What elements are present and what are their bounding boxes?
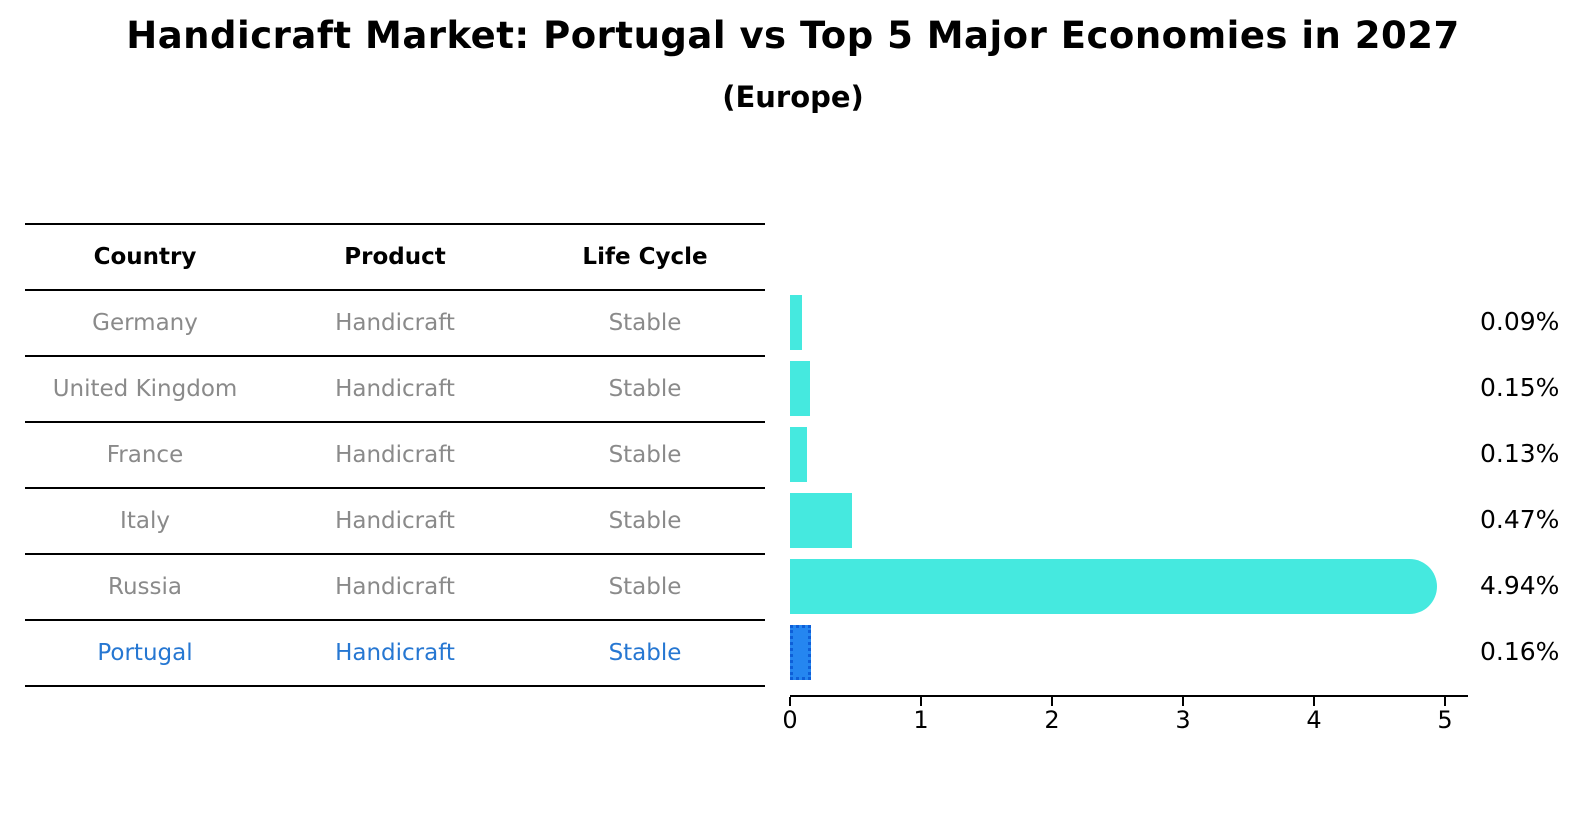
table-row: Germany Handicraft Stable [25, 291, 765, 357]
table-header-row: Country Product Life Cycle [25, 225, 765, 291]
x-axis-tick [1313, 697, 1315, 706]
x-axis-tick [1051, 697, 1053, 706]
bar-value-label: 0.09% [1480, 307, 1560, 336]
bar-value-label: 0.47% [1480, 505, 1560, 534]
bar-portugal [790, 625, 811, 680]
cell-product: Handicraft [335, 442, 455, 468]
cell-country: Russia [108, 574, 182, 600]
column-header-country: Country [93, 244, 197, 270]
table-row: Russia Handicraft Stable [25, 555, 765, 621]
cell-country: Germany [92, 310, 198, 336]
bar-value-label: 0.16% [1480, 637, 1560, 666]
cell-country: France [106, 442, 184, 468]
column-header-product: Product [344, 244, 446, 270]
cell-product: Handicraft [335, 640, 455, 666]
cell-lifecycle: Stable [608, 310, 682, 336]
x-axis-tick [1182, 697, 1184, 706]
x-axis-tick [789, 697, 791, 706]
chart-subtitle: (Europe) [722, 80, 864, 114]
table-row: France Handicraft Stable [25, 423, 765, 489]
info-table: Country Product Life Cycle Germany Handi… [25, 223, 765, 687]
x-axis-tick [920, 697, 922, 706]
cell-product: Handicraft [335, 310, 455, 336]
table-row: Portugal Handicraft Stable [25, 621, 765, 687]
cell-lifecycle: Stable [608, 508, 682, 534]
bar-italy [790, 493, 852, 548]
x-axis-tick-label: 0 [782, 706, 798, 734]
x-axis-tick [1444, 697, 1446, 706]
cell-country: Italy [120, 508, 170, 534]
x-axis-tick-label: 2 [1044, 706, 1060, 734]
bar-value-label: 0.13% [1480, 439, 1560, 468]
cell-lifecycle: Stable [608, 640, 682, 666]
cell-product: Handicraft [335, 376, 455, 402]
column-header-lifecycle: Life Cycle [582, 244, 708, 270]
bar-united-kingdom [790, 361, 810, 416]
cell-lifecycle: Stable [608, 442, 682, 468]
cell-country: United Kingdom [52, 376, 238, 402]
cell-product: Handicraft [335, 508, 455, 534]
table-row: United Kingdom Handicraft Stable [25, 357, 765, 423]
x-axis-spine [790, 695, 1468, 697]
x-axis-tick-label: 3 [1175, 706, 1191, 734]
bar-value-label: 4.94% [1480, 571, 1560, 600]
bar-value-label: 0.15% [1480, 373, 1560, 402]
x-axis-tick-label: 5 [1437, 706, 1453, 734]
cell-country: Portugal [97, 640, 193, 666]
cell-product: Handicraft [335, 574, 455, 600]
bar-france [790, 427, 807, 482]
x-axis-tick-label: 4 [1306, 706, 1322, 734]
bar-russia [790, 559, 1437, 614]
chart-title: Handicraft Market: Portugal vs Top 5 Maj… [126, 14, 1460, 57]
cell-lifecycle: Stable [608, 574, 682, 600]
x-axis-tick-label: 1 [913, 706, 929, 734]
cell-lifecycle: Stable [608, 376, 682, 402]
table-row: Italy Handicraft Stable [25, 489, 765, 555]
bar-germany [790, 295, 802, 350]
